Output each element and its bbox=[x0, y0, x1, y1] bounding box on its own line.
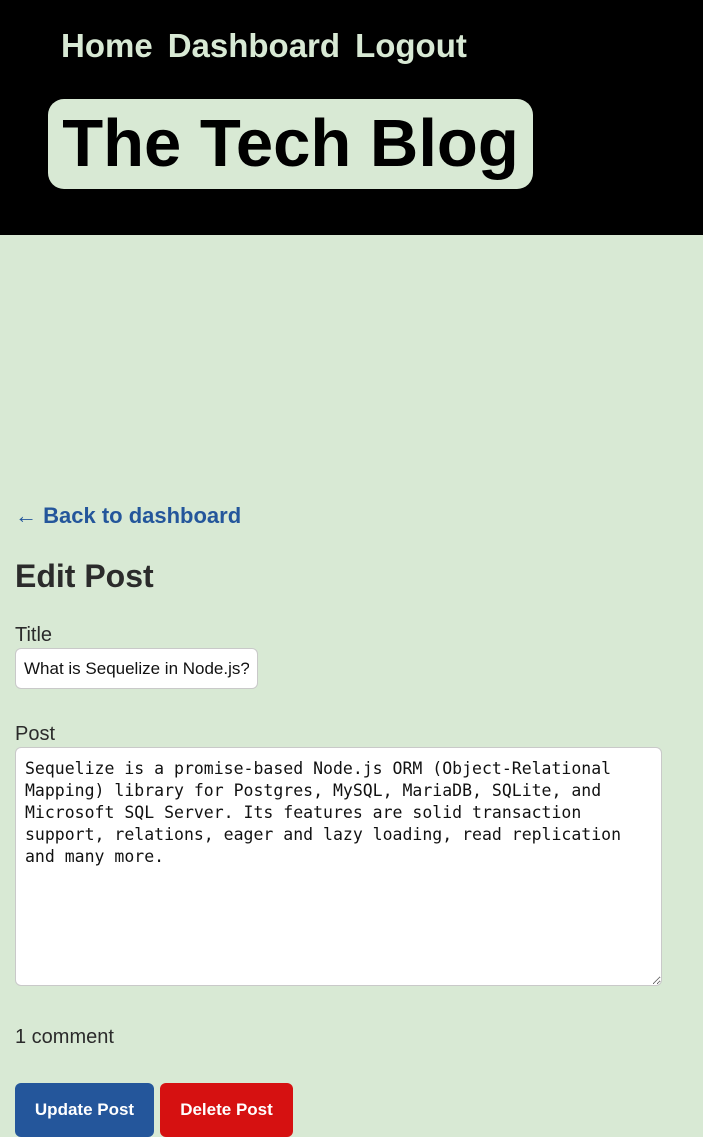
title-label: Title bbox=[15, 624, 53, 646]
nav-logout-link[interactable]: Logout bbox=[355, 27, 467, 64]
site-header: Home Dashboard Logout The Tech Blog bbox=[0, 0, 703, 235]
comment-count: 1 comment bbox=[15, 1026, 114, 1048]
delete-post-button[interactable]: Delete Post bbox=[160, 1083, 293, 1137]
nav-dashboard-link[interactable]: Dashboard bbox=[167, 27, 341, 64]
site-brand: The Tech Blog bbox=[48, 99, 533, 189]
update-post-button[interactable]: Update Post bbox=[15, 1083, 154, 1137]
post-textarea[interactable]: Sequelize is a promise-based Node.js ORM… bbox=[15, 747, 662, 986]
nav-home-link[interactable]: Home bbox=[61, 27, 153, 64]
site-title: The Tech Blog bbox=[62, 106, 519, 181]
back-to-dashboard-link[interactable]: ← Back to dashboard bbox=[15, 503, 242, 528]
title-input[interactable] bbox=[15, 648, 258, 689]
page-title: Edit Post bbox=[15, 558, 154, 594]
post-label: Post bbox=[15, 723, 56, 745]
main-nav: Home Dashboard Logout bbox=[61, 26, 467, 66]
